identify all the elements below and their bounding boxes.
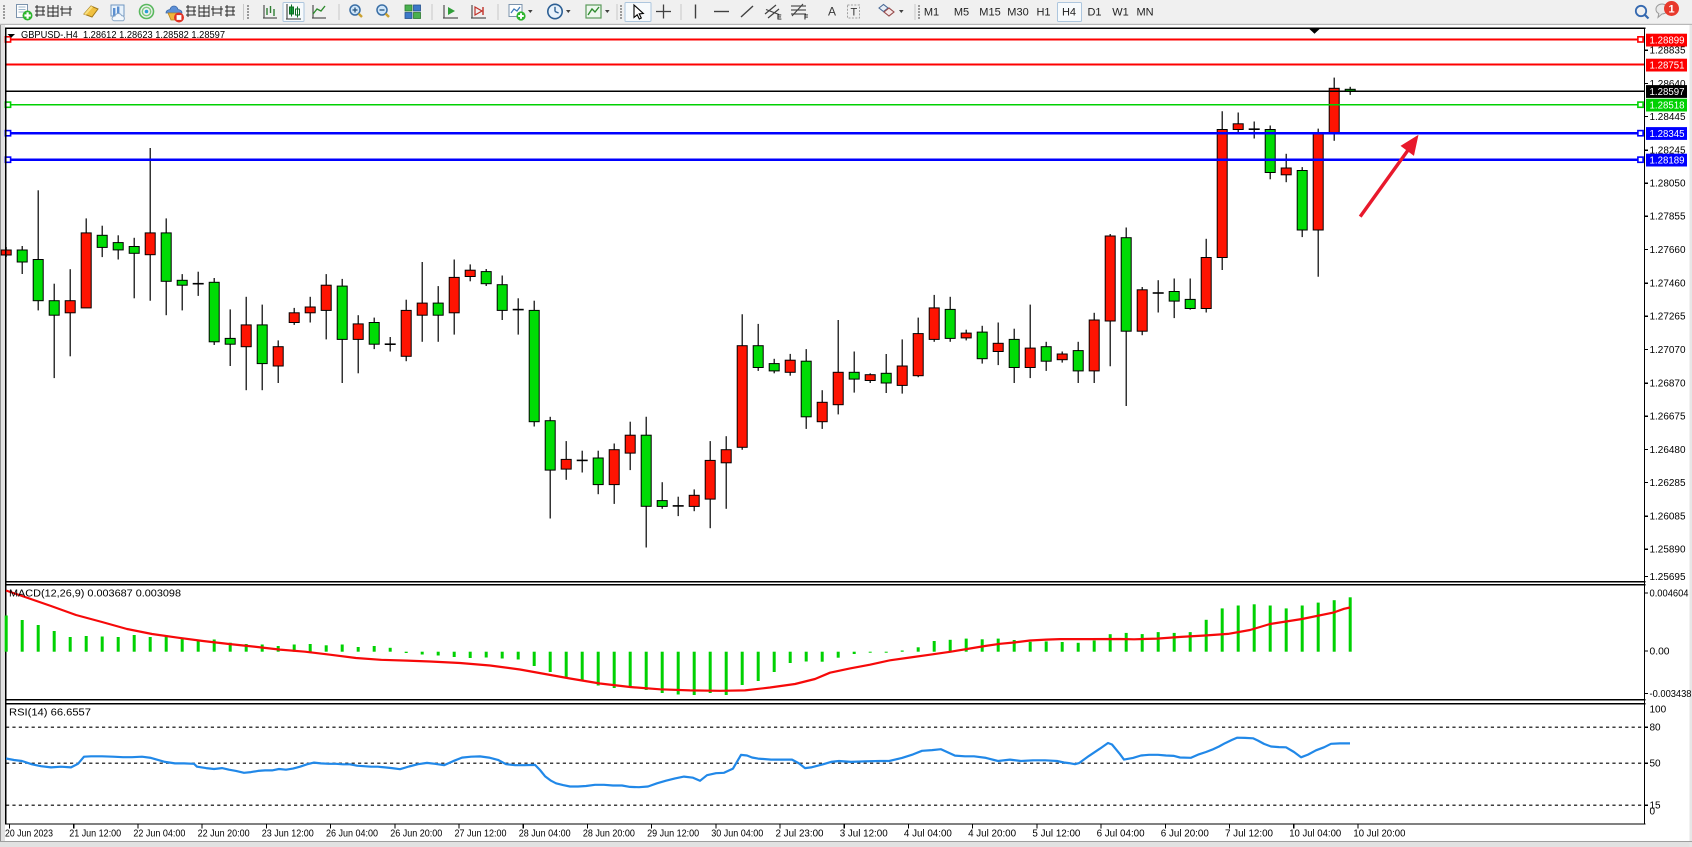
svg-text:6 Jul 04:00: 6 Jul 04:00 xyxy=(1097,829,1145,840)
svg-text:1.26285: 1.26285 xyxy=(1650,478,1686,489)
svg-text:22 Jun 04:00: 22 Jun 04:00 xyxy=(133,829,185,840)
svg-text:M5: M5 xyxy=(954,7,969,19)
svg-text:3 Jul 12:00: 3 Jul 12:00 xyxy=(840,829,888,840)
svg-text:M30: M30 xyxy=(1007,7,1028,19)
svg-text:100: 100 xyxy=(1650,704,1667,715)
svg-text:A: A xyxy=(828,5,836,19)
svg-text:1.27265: 1.27265 xyxy=(1650,312,1686,323)
svg-text:26 Jun 04:00: 26 Jun 04:00 xyxy=(326,829,378,840)
svg-text:D1: D1 xyxy=(1087,7,1101,19)
svg-text:15: 15 xyxy=(1650,801,1662,812)
svg-text:1.28050: 1.28050 xyxy=(1650,179,1686,190)
svg-text:0: 0 xyxy=(1650,806,1656,817)
svg-text:MN: MN xyxy=(1136,7,1153,19)
svg-text:1.27070: 1.27070 xyxy=(1650,345,1686,356)
svg-text:5 Jul 12:00: 5 Jul 12:00 xyxy=(1032,829,1080,840)
svg-text:1.26675: 1.26675 xyxy=(1650,412,1686,423)
svg-text:2 Jul 23:00: 2 Jul 23:00 xyxy=(776,829,824,840)
svg-text:1.25695: 1.25695 xyxy=(1650,572,1686,583)
svg-text:RSI(14) 66.6557: RSI(14) 66.6557 xyxy=(9,707,91,718)
svg-text:27 Jun 12:00: 27 Jun 12:00 xyxy=(455,829,507,840)
svg-text:80: 80 xyxy=(1650,723,1662,734)
svg-text:M15: M15 xyxy=(979,7,1000,19)
svg-text:10 Jul 20:00: 10 Jul 20:00 xyxy=(1353,829,1405,840)
svg-text:20 Jun 2023: 20 Jun 2023 xyxy=(5,829,53,840)
svg-text:T: T xyxy=(851,7,858,19)
svg-text:1.27660: 1.27660 xyxy=(1650,245,1686,256)
svg-text:-0.003438: -0.003438 xyxy=(1650,689,1692,700)
svg-text:50: 50 xyxy=(1650,759,1662,770)
svg-text:1.27460: 1.27460 xyxy=(1650,279,1686,290)
svg-text:W1: W1 xyxy=(1112,7,1129,19)
svg-text:MACD(12,26,9) 0.003687 0.00309: MACD(12,26,9) 0.003687 0.003098 xyxy=(9,588,181,599)
svg-text:4 Jul 04:00: 4 Jul 04:00 xyxy=(904,829,952,840)
svg-text:30 Jun 04:00: 30 Jun 04:00 xyxy=(711,829,763,840)
svg-text:28 Jun 20:00: 28 Jun 20:00 xyxy=(583,829,635,840)
svg-text:1.25890: 1.25890 xyxy=(1650,545,1686,556)
svg-text:10 Jul 04:00: 10 Jul 04:00 xyxy=(1289,829,1341,840)
svg-text:1.28899: 1.28899 xyxy=(1650,36,1685,47)
svg-text:1.28345: 1.28345 xyxy=(1650,129,1685,140)
svg-text:1.26870: 1.26870 xyxy=(1650,379,1686,390)
svg-text:F: F xyxy=(804,15,809,22)
svg-text:1: 1 xyxy=(1668,4,1674,16)
svg-text:1.28445: 1.28445 xyxy=(1650,112,1686,123)
svg-text:0.00: 0.00 xyxy=(1650,646,1670,657)
svg-text:6 Jul 20:00: 6 Jul 20:00 xyxy=(1161,829,1209,840)
svg-text:26 Jun 20:00: 26 Jun 20:00 xyxy=(390,829,442,840)
svg-text:4 Jul 20:00: 4 Jul 20:00 xyxy=(968,829,1016,840)
svg-text:7 Jul 12:00: 7 Jul 12:00 xyxy=(1225,829,1273,840)
svg-text:H4: H4 xyxy=(1062,7,1076,19)
svg-text:1.28597: 1.28597 xyxy=(1650,87,1685,98)
svg-text:1.28189: 1.28189 xyxy=(1650,156,1685,167)
svg-text:23 Jun 12:00: 23 Jun 12:00 xyxy=(262,829,314,840)
svg-text:21 Jun 12:00: 21 Jun 12:00 xyxy=(69,829,121,840)
svg-text:1.28835: 1.28835 xyxy=(1650,46,1686,57)
svg-text:H1: H1 xyxy=(1036,7,1050,19)
svg-text:1.26480: 1.26480 xyxy=(1650,445,1686,456)
svg-text:GBPUSD-.H4 1.28612 1.28623 1.: GBPUSD-.H4 1.28612 1.28623 1.28582 1.285… xyxy=(21,30,225,41)
svg-text:0.004604: 0.004604 xyxy=(1650,589,1689,600)
svg-text:M1: M1 xyxy=(924,7,939,19)
svg-text:28 Jun 04:00: 28 Jun 04:00 xyxy=(519,829,571,840)
svg-text:1.27855: 1.27855 xyxy=(1650,212,1686,223)
svg-text:E: E xyxy=(777,15,782,22)
svg-text:1.26085: 1.26085 xyxy=(1650,512,1686,523)
svg-text:1.28245: 1.28245 xyxy=(1650,146,1686,157)
svg-text:1.28751: 1.28751 xyxy=(1650,61,1685,72)
svg-text:1.28640: 1.28640 xyxy=(1650,79,1686,90)
svg-text:1.28518: 1.28518 xyxy=(1650,101,1685,112)
svg-text:22 Jun 20:00: 22 Jun 20:00 xyxy=(198,829,250,840)
svg-text:29 Jun 12:00: 29 Jun 12:00 xyxy=(647,829,699,840)
